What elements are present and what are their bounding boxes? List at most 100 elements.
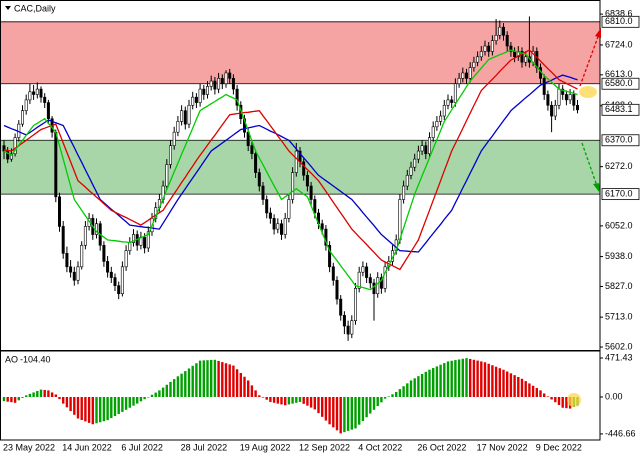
ao-bar	[143, 396, 146, 400]
ao-bar	[117, 396, 120, 414]
ao-bar	[139, 396, 143, 402]
candle-body	[132, 234, 136, 243]
candle-body	[357, 271, 361, 289]
candle-body	[28, 91, 32, 101]
ao-bar	[132, 396, 135, 406]
ao-bar	[328, 396, 331, 425]
x-tick-label: 12 Sep 2022	[299, 442, 350, 452]
ao-bar	[58, 396, 61, 400]
candle-body	[76, 266, 80, 281]
candle-body	[439, 115, 443, 122]
ao-bar	[369, 396, 372, 414]
ao-bar	[173, 379, 176, 397]
candle-body	[106, 261, 110, 273]
price-label: 6810.0	[605, 16, 633, 26]
candle-body	[283, 218, 287, 235]
ao-bar	[43, 389, 46, 397]
candle-body	[276, 223, 280, 230]
ao-bar	[472, 359, 476, 397]
ao-bar	[432, 368, 435, 397]
price-label-box	[601, 134, 640, 147]
ao-bar	[195, 363, 198, 397]
moving-average	[3, 49, 578, 271]
candle-body	[294, 150, 298, 173]
ao-bar	[398, 389, 402, 397]
up-arrow-head	[595, 28, 601, 38]
candle-body	[257, 172, 261, 187]
candle-body	[420, 145, 424, 152]
ao-bar	[21, 396, 24, 398]
candle-body	[32, 91, 36, 95]
ao-bar	[210, 359, 213, 397]
ao-bar	[454, 360, 457, 397]
candle-body	[102, 244, 106, 262]
candle-body	[65, 253, 69, 268]
candle-body	[169, 145, 173, 165]
price-label: 6370.0	[605, 135, 633, 145]
candle-body	[24, 99, 28, 111]
candle-body	[398, 199, 402, 241]
candle-body	[339, 298, 343, 316]
ao-tick-label: 471.43	[605, 352, 633, 362]
ao-bar	[113, 396, 117, 417]
ao-bar	[158, 390, 161, 397]
ao-bar	[121, 396, 124, 412]
ao-bar	[154, 392, 157, 397]
y-tick-label: 5938.0	[605, 251, 633, 261]
ao-bar	[350, 396, 353, 430]
ao-bar	[535, 388, 538, 397]
candle-body	[368, 277, 372, 284]
candle-body	[217, 78, 221, 90]
candle-body	[568, 94, 572, 101]
ao-bar	[469, 358, 472, 397]
ao-bar	[306, 396, 309, 406]
ao-bar	[243, 376, 246, 397]
candle-body	[520, 51, 524, 63]
ao-bar	[36, 390, 39, 397]
candle-body	[279, 223, 283, 235]
ao-bar	[395, 392, 398, 397]
ao-bar	[224, 363, 228, 397]
ao-bar	[546, 396, 550, 397]
candle-body	[498, 26, 502, 36]
ao-bar	[150, 394, 154, 397]
candle-body	[83, 226, 87, 246]
ao-bar	[409, 380, 413, 397]
ao-bar	[80, 396, 83, 420]
highlight	[579, 86, 597, 98]
candle-body	[61, 226, 65, 254]
candle-body	[442, 104, 446, 117]
ao-bar	[494, 366, 498, 397]
candle-body	[575, 104, 579, 111]
ao-frame	[0, 350, 601, 441]
ao-bar	[50, 392, 54, 397]
candle-body	[402, 185, 406, 200]
candle-body	[224, 72, 228, 85]
candle-body	[54, 131, 58, 198]
ao-bar	[513, 375, 516, 397]
ao-bar	[176, 376, 180, 397]
ao-bar	[284, 396, 287, 406]
ao-current: -104.40	[20, 354, 51, 364]
candle-body	[472, 61, 476, 68]
candle-body	[457, 78, 461, 85]
x-tick-label: 9 Dec 2022	[536, 442, 582, 452]
ao-panel	[2, 358, 579, 434]
ao-bar	[124, 396, 128, 410]
ao-bar	[276, 396, 279, 404]
ao-bar	[184, 371, 187, 397]
candle-body	[435, 121, 439, 128]
candle-body	[265, 199, 269, 214]
ao-bar	[346, 396, 350, 431]
candle-body	[379, 277, 383, 289]
ao-bar	[6, 396, 9, 402]
candle-body	[187, 104, 191, 125]
ao-bar	[480, 361, 483, 397]
candle-body	[268, 212, 272, 219]
candle-body	[231, 78, 235, 90]
candle-body	[446, 99, 450, 106]
candle-body	[117, 285, 121, 295]
ao-tick-label: -446.66	[605, 428, 636, 438]
down-arrow-head	[593, 183, 600, 192]
ao-bar	[372, 396, 376, 410]
